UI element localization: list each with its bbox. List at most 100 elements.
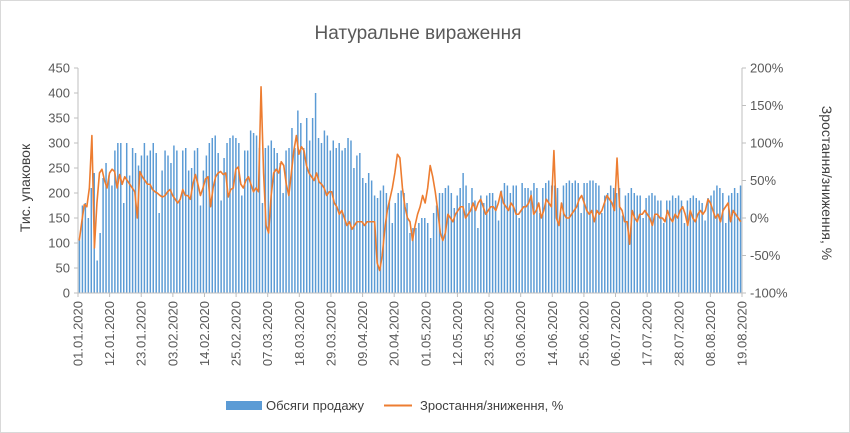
sales-bar — [338, 143, 340, 293]
right-tick-label: 200% — [750, 61, 784, 76]
x-tick-label: 17.07.2020 — [640, 301, 655, 366]
left-axis-ticks: 0 50 100 150 200 250 300 350 400 450 — [48, 61, 78, 301]
x-tick-label: 03.06.2020 — [513, 301, 528, 366]
sales-bar — [134, 153, 137, 293]
sales-bar — [235, 138, 237, 293]
sales-bar — [376, 198, 379, 293]
sales-bar — [267, 145, 270, 293]
left-tick-label: 0 — [63, 286, 70, 301]
sales-bar — [527, 188, 529, 293]
sales-bar — [713, 190, 715, 293]
sales-bar — [332, 140, 335, 293]
sales-bar — [660, 200, 662, 293]
sales-bar — [666, 200, 668, 293]
sales-bar — [365, 183, 367, 293]
sales-bar — [388, 200, 391, 293]
sales-bar — [238, 143, 240, 293]
sales-bar — [137, 165, 140, 293]
sales-bar — [609, 185, 612, 293]
sales-bar — [273, 148, 275, 293]
sales-bar — [258, 148, 261, 293]
sales-bar — [164, 150, 166, 293]
sales-bar — [294, 148, 296, 293]
sales-bar — [453, 208, 456, 293]
sales-bar — [244, 150, 246, 293]
sales-bar — [565, 183, 568, 293]
sales-bar — [297, 110, 299, 293]
sales-bar — [199, 205, 202, 293]
sales-bar — [698, 200, 700, 293]
sales-bar — [96, 260, 98, 293]
right-axis-ticks: -100% -50% 0% 50% 100% 150% 200% — [742, 61, 788, 301]
sales-bar — [663, 223, 665, 293]
sales-bar — [300, 123, 302, 293]
sales-bar — [506, 185, 509, 293]
sales-bar — [400, 190, 402, 293]
sales-bar — [279, 163, 281, 293]
sales-bar — [500, 190, 503, 293]
sales-bar — [128, 175, 131, 293]
x-tick-label: 12.05.2020 — [450, 301, 465, 366]
sales-bar — [577, 183, 579, 293]
sales-bar — [559, 213, 562, 293]
sales-bar — [311, 118, 314, 293]
sales-bar — [173, 145, 175, 293]
sales-bar — [704, 220, 706, 293]
sales-bar — [255, 135, 258, 293]
x-tick-label: 03.02.2020 — [165, 301, 180, 366]
left-tick-label: 100 — [48, 236, 70, 251]
x-tick-label: 19.08.2020 — [735, 301, 750, 366]
sales-bar — [450, 193, 453, 293]
sales-bar — [314, 93, 317, 293]
sales-bar — [182, 150, 184, 293]
sales-bar — [291, 128, 293, 293]
sales-bar — [170, 163, 172, 293]
x-tick-label: 20.04.2020 — [387, 301, 402, 366]
sales-bar — [477, 228, 479, 293]
right-tick-label: 50% — [750, 173, 776, 188]
sales-bar — [550, 185, 553, 293]
legend-bar-swatch — [226, 401, 262, 410]
sales-bar — [627, 193, 630, 293]
sales-bar — [78, 240, 81, 293]
left-tick-label: 450 — [48, 61, 70, 76]
sales-bar — [553, 185, 556, 293]
sales-bar — [536, 188, 538, 293]
sales-bar — [710, 195, 712, 293]
x-tick-label: 28.07.2020 — [671, 301, 686, 366]
sales-bar — [391, 223, 394, 293]
sales-bar — [90, 188, 93, 293]
sales-bar — [117, 143, 119, 293]
sales-bar — [193, 150, 196, 293]
sales-bar — [515, 185, 517, 293]
sales-bar — [497, 220, 500, 293]
sales-bar — [308, 140, 311, 293]
sales-bar — [512, 185, 515, 293]
sales-bar — [639, 195, 641, 293]
legend-line-label: Зростання/зниження, % — [420, 398, 564, 413]
sales-bar — [158, 213, 160, 293]
sales-bar — [341, 150, 343, 293]
sales-bar — [491, 193, 494, 293]
sales-bar — [447, 185, 450, 293]
sales-bar — [87, 218, 90, 293]
sales-bar — [196, 148, 199, 293]
growth-line — [78, 85, 742, 272]
sales-bar — [270, 140, 273, 293]
sales-bar — [574, 180, 576, 293]
sales-bar — [359, 153, 361, 293]
left-tick-label: 350 — [48, 111, 70, 126]
sales-bar — [84, 203, 87, 293]
sales-bar — [722, 193, 724, 293]
sales-bar — [736, 193, 739, 293]
sales-bar — [99, 233, 101, 293]
sales-bar — [657, 200, 659, 293]
sales-bar — [155, 153, 157, 293]
sales-bar — [542, 188, 544, 293]
right-tick-label: 150% — [750, 98, 784, 113]
bar-series — [78, 93, 742, 293]
sales-bar — [668, 200, 671, 293]
sales-bar — [252, 133, 255, 293]
sales-bar — [730, 193, 733, 293]
sales-bar — [347, 138, 349, 293]
